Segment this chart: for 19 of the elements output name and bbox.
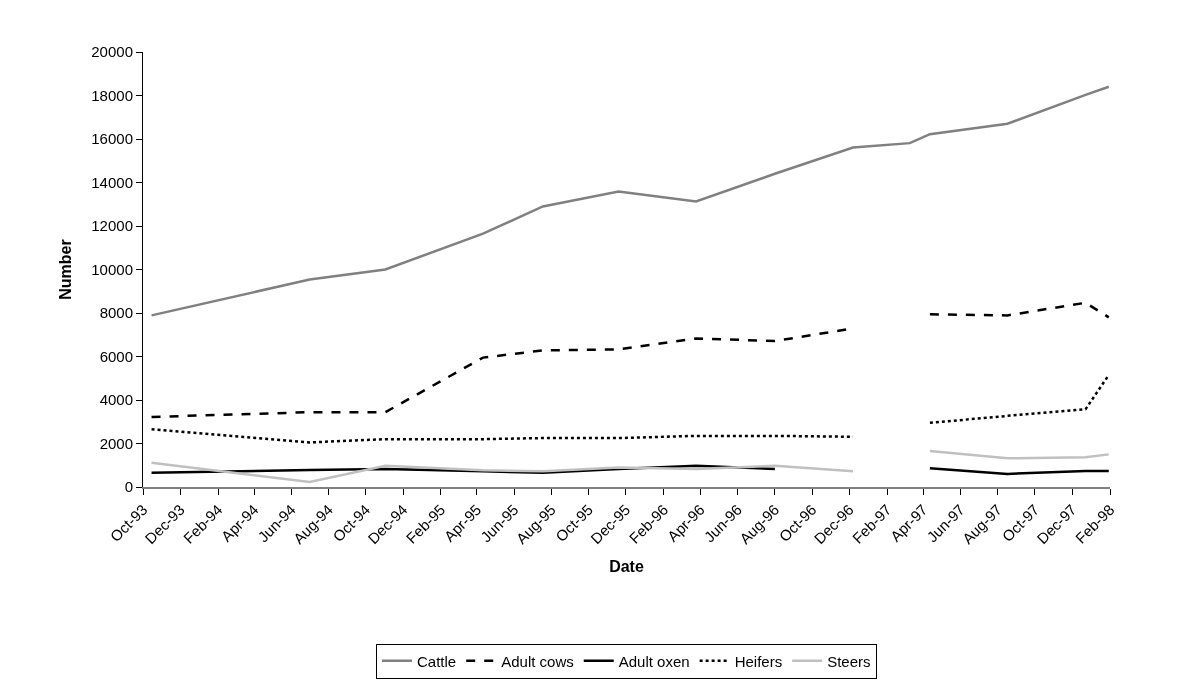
y-tick-label: 20000 xyxy=(91,43,133,61)
legend-label: Adult oxen xyxy=(618,652,690,670)
y-tick-label: 16000 xyxy=(91,130,133,148)
y-tick-label: 10000 xyxy=(91,260,133,278)
y-tick-label: 18000 xyxy=(91,86,133,104)
y-tick-label: 12000 xyxy=(91,217,133,235)
y-tick-label: 14000 xyxy=(91,173,133,191)
legend-label: Cattle xyxy=(417,652,457,670)
legend-label: Steers xyxy=(827,652,871,670)
x-axis-title: Date xyxy=(609,558,644,576)
y-tick-label: 2000 xyxy=(99,434,133,452)
y-tick-label: 6000 xyxy=(99,347,133,365)
y-axis-title: Number xyxy=(57,239,75,300)
legend-label: Adult cows xyxy=(501,652,574,670)
y-tick-label: 4000 xyxy=(99,391,133,409)
legend-label: Heifers xyxy=(734,652,783,670)
y-tick-label: 0 xyxy=(124,478,133,496)
line-series xyxy=(150,85,1110,317)
y-tick-label: 8000 xyxy=(99,304,133,322)
